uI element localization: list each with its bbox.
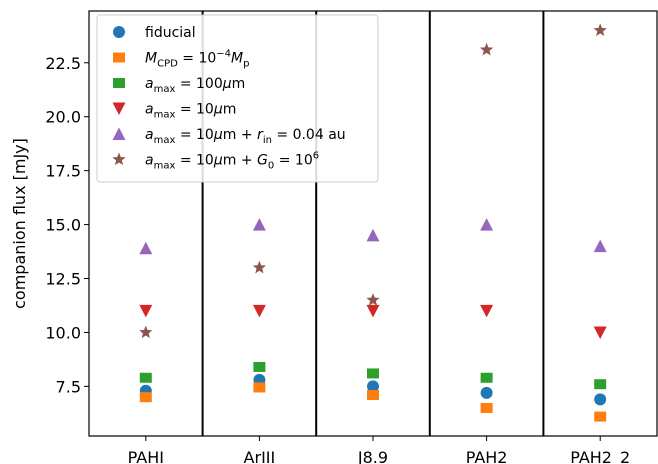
legend-marker-series-4 xyxy=(112,102,126,115)
data-point-series-6 xyxy=(479,42,494,56)
data-point-series-2 xyxy=(367,390,379,401)
data-point-series-2 xyxy=(139,392,152,403)
y-tick-label: 7.5 xyxy=(56,377,81,396)
data-point-series-1 xyxy=(367,380,379,393)
y-axis: 7.5 10.0 12.5 15.0 17.5 20.0 22.5 xyxy=(45,54,89,396)
data-point-series-3 xyxy=(253,361,266,372)
legend-label-series-4: amax = 10μm xyxy=(145,102,236,121)
data-point-series-2 xyxy=(594,411,607,422)
y-tick-label: 15.0 xyxy=(45,216,81,235)
x-axis: PAHI ArIII J8.9 PAH2 PAH2_2 xyxy=(128,436,630,464)
x-tick-label: ArIII xyxy=(244,448,276,464)
data-point-series-3 xyxy=(139,372,152,383)
legend-label-series-1: fiducial xyxy=(145,25,196,41)
legend-marker-series-3 xyxy=(113,78,125,88)
data-point-series-5 xyxy=(139,241,153,255)
data-points xyxy=(139,23,607,422)
data-point-series-1 xyxy=(594,393,607,406)
data-point-series-3 xyxy=(480,372,493,383)
x-tick-label: PAH2 xyxy=(466,448,508,464)
legend-box xyxy=(96,14,379,183)
legend-marker-series-5 xyxy=(112,127,126,140)
legend-label-series-2: MCPD = 10−4Mp xyxy=(145,49,249,70)
legend-label-series-5: amax = 10μm + rin = 0.04 au xyxy=(145,127,346,146)
data-point-series-6 xyxy=(139,325,153,339)
data-point-series-5 xyxy=(480,218,494,231)
data-point-series-4 xyxy=(480,304,494,318)
legend-label-series-3: amax = 100μm xyxy=(145,76,245,95)
y-tick-label: 17.5 xyxy=(45,162,81,181)
x-tick-label: J8.9 xyxy=(357,448,388,464)
data-point-series-5 xyxy=(252,218,266,231)
data-point-series-1 xyxy=(480,386,493,399)
data-point-series-6 xyxy=(252,260,267,274)
data-point-series-5 xyxy=(593,239,607,253)
x-tick-label: PAHI xyxy=(128,448,164,464)
y-tick-label: 20.0 xyxy=(45,108,81,127)
data-point-series-3 xyxy=(367,368,379,379)
y-tick-label: 10.0 xyxy=(45,323,81,342)
legend-label-series-6: amax = 10μm + G0 = 106 xyxy=(145,151,319,172)
data-point-series-2 xyxy=(480,402,493,413)
data-point-series-4 xyxy=(139,304,153,318)
data-point-series-4 xyxy=(366,304,380,318)
data-point-series-6 xyxy=(366,293,380,306)
legend-marker-series-6 xyxy=(112,152,126,166)
data-point-series-3 xyxy=(594,379,607,390)
data-point-series-4 xyxy=(593,326,607,339)
legend: fiducial MCPD = 10−4Mp amax = 100μm amax = … xyxy=(96,14,379,183)
legend-marker-series-1 xyxy=(113,26,125,38)
y-axis-title: companion flux [mJy] xyxy=(10,138,29,309)
data-point-series-5 xyxy=(366,228,380,242)
data-point-series-6 xyxy=(593,23,607,37)
data-point-series-2 xyxy=(253,382,266,393)
y-tick-label: 22.5 xyxy=(45,54,81,73)
legend-marker-series-2 xyxy=(113,52,125,63)
y-tick-label: 12.5 xyxy=(45,270,81,289)
x-tick-label: PAH2_2 xyxy=(570,448,630,464)
data-point-series-4 xyxy=(252,304,266,318)
